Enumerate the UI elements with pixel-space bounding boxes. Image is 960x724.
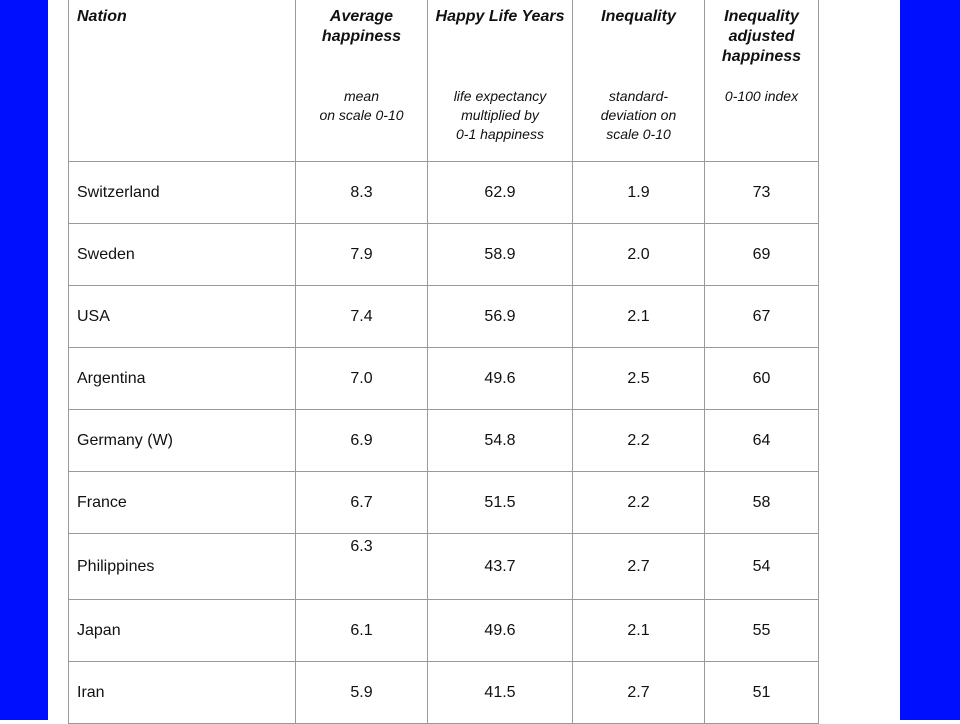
nation-cell: Switzerland — [68, 161, 296, 224]
table-row: Sweden 7.9 58.9 2.0 69 — [68, 223, 819, 286]
column-title: Average happiness — [321, 8, 402, 45]
value-cell: 41.5 — [427, 661, 573, 724]
value-cell: 6.3 — [295, 533, 428, 600]
happiness-table: Nation Average happiness mean on scale 0-1… — [68, 0, 819, 724]
column-title: Nation — [77, 8, 127, 25]
table-row: Iran 5.9 41.5 2.7 51 — [68, 661, 819, 724]
column-title: Inequality — [601, 8, 676, 25]
column-note: mean on scale 0-10 — [319, 88, 404, 123]
value-cell: 55 — [704, 599, 819, 662]
value-cell: 2.0 — [572, 223, 705, 286]
header-cell: Nation — [68, 0, 296, 162]
value-cell: 56.9 — [427, 285, 573, 348]
value-cell: 2.7 — [572, 533, 705, 600]
table-row: Argentina 7.0 49.6 2.5 60 — [68, 347, 819, 410]
value-cell: 2.2 — [572, 471, 705, 534]
nation-cell: Iran — [68, 661, 296, 724]
column-title: Inequality adjusted happiness — [721, 8, 802, 65]
value-cell: 51 — [704, 661, 819, 724]
value-cell: 64 — [704, 409, 819, 472]
value-cell: 7.0 — [295, 347, 428, 410]
table-row: Switzerland 8.3 62.9 1.9 73 — [68, 161, 819, 224]
value-cell: 7.4 — [295, 285, 428, 348]
header-cell: Average happiness mean on scale 0-10 — [295, 0, 428, 162]
header-cell: Inequality standard- deviation on scale 0… — [572, 0, 705, 162]
nation-cell: Germany (W) — [68, 409, 296, 472]
value-cell: 43.7 — [427, 533, 573, 600]
table-row: France 6.7 51.5 2.2 58 — [68, 471, 819, 534]
value-cell: 2.7 — [572, 661, 705, 724]
value-cell: 2.5 — [572, 347, 705, 410]
table-row: Germany (W) 6.9 54.8 2.2 64 — [68, 409, 819, 472]
header-cell: Happy Life Years life expectancy multipli… — [427, 0, 573, 162]
value-cell: 58 — [704, 471, 819, 534]
value-cell: 69 — [704, 223, 819, 286]
table-row: Japan 6.1 49.6 2.1 55 — [68, 599, 819, 662]
value-cell: 5.9 — [295, 661, 428, 724]
value-cell: 8.3 — [295, 161, 428, 224]
column-title: Happy Life Years — [435, 8, 565, 25]
value-cell: 54.8 — [427, 409, 573, 472]
value-cell: 60 — [704, 347, 819, 410]
value-cell: 49.6 — [427, 347, 573, 410]
header-cell: Inequality adjusted happiness 0-100 index — [704, 0, 819, 162]
left-band — [0, 0, 48, 720]
column-note: 0-100 index — [724, 88, 799, 104]
nation-cell: Japan — [68, 599, 296, 662]
value-cell: 54 — [704, 533, 819, 600]
right-band — [900, 0, 960, 720]
nation-cell: Argentina — [68, 347, 296, 410]
header-row: Nation Average happiness mean on scale 0-1… — [68, 0, 819, 162]
nation-cell: Sweden — [68, 223, 296, 286]
value-cell: 49.6 — [427, 599, 573, 662]
value-cell: 62.9 — [427, 161, 573, 224]
value-cell: 67 — [704, 285, 819, 348]
value-cell: 7.9 — [295, 223, 428, 286]
table-row: Philippines 6.3 43.7 2.7 54 — [68, 533, 819, 600]
value-cell: 6.7 — [295, 471, 428, 534]
column-note: standard- deviation on scale 0-10 — [600, 88, 677, 142]
column-note: life expectancy multiplied by 0-1 happin… — [453, 88, 547, 142]
value-cell: 1.9 — [572, 161, 705, 224]
value-cell: 2.2 — [572, 409, 705, 472]
value-cell: 51.5 — [427, 471, 573, 534]
value-cell: 6.1 — [295, 599, 428, 662]
nation-cell: USA — [68, 285, 296, 348]
table-row: USA 7.4 56.9 2.1 67 — [68, 285, 819, 348]
value-cell: 2.1 — [572, 285, 705, 348]
nation-cell: France — [68, 471, 296, 534]
value-cell: 73 — [704, 161, 819, 224]
value-cell: 2.1 — [572, 599, 705, 662]
value-cell: 6.9 — [295, 409, 428, 472]
nation-cell: Philippines — [68, 533, 296, 600]
value-cell: 58.9 — [427, 223, 573, 286]
